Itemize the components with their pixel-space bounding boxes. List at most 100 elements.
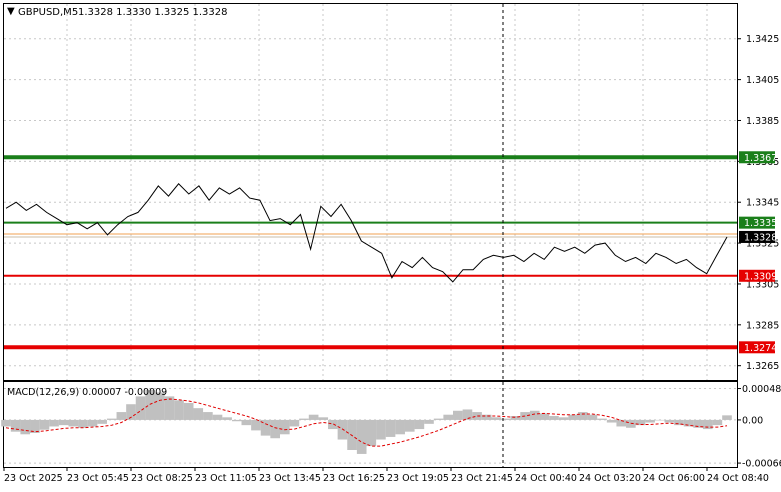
level-label-box [739,341,775,354]
macd-histogram-bar [308,414,319,420]
macd-histogram-bar [683,419,694,427]
macd-histogram-bar [577,412,588,420]
macd-histogram-bar [154,392,165,420]
macd-histogram-bar [501,418,511,420]
time-tick-label: 23 Oct 11:05 [195,473,257,484]
macd-histogram-bar [597,418,607,420]
macd-histogram-bar [702,419,713,430]
price-tick-label: 1.3425 [746,34,779,45]
macd-histogram-bar [462,409,473,420]
level-label-box [739,216,775,229]
price-tick-label: 1.3305 [746,279,779,290]
macd-histogram-bar [1,419,11,427]
macd-histogram-bar [664,419,675,423]
macd-histogram-bar [453,410,463,420]
macd-histogram-bar [328,419,338,430]
macd-histogram-bar [626,419,636,428]
macd-histogram-bar [106,418,117,420]
macd-histogram-bar [635,419,646,426]
macd-histogram-bar [164,396,175,420]
macd-tick-label: 0.00 [742,415,763,426]
macd-histogram-bar [376,419,386,440]
time-tick-label: 23 Oct 16:25 [323,473,385,484]
macd-histogram-bar [289,419,300,427]
macd-histogram-bar [270,419,280,439]
macd-histogram-bar [260,419,271,436]
macd-histogram-bar [443,414,454,420]
macd-histogram-bar [299,418,309,420]
macd-histogram-bar [558,417,569,420]
macd-histogram-bar [674,419,684,426]
macd-tick-label: 0.00048 [742,384,781,395]
level-label-box [739,269,775,282]
macd-histogram-bar [231,419,242,422]
macd-histogram-bar [645,419,655,423]
macd-histogram-bar [654,419,665,421]
price-axis[interactable]: 1.34251.34051.33851.33651.33451.33251.33… [737,34,779,372]
macd-histogram-bar [20,419,31,435]
price-tick-label: 1.3265 [746,361,779,372]
macd-title: MACD(12,26,9) 0.00007 -0.00009 [7,387,167,398]
macd-histogram-bar [30,419,40,433]
macd-histogram-bar [433,418,444,420]
macd-histogram-bar [549,416,559,420]
price-line [5,183,728,283]
time-tick-label: 23 Oct 05:45 [67,473,129,484]
level-label: 1.3309 [744,271,777,282]
macd-histogram-bar [279,419,290,435]
dropdown-arrow-icon[interactable]: ▼ [7,6,15,17]
level-label: 1.3367 [744,153,777,164]
macd-histogram-bar [693,419,703,428]
macd-histogram-bar [606,419,617,423]
macd-histogram-bar [126,404,136,420]
macd-histogram-bar [68,419,79,427]
macd-histogram-bar [203,412,213,420]
macd-histogram-bar [135,396,146,420]
macd-histogram-bar [193,408,204,420]
macd-histogram-bar [404,419,415,432]
macd-histogram-bar [116,412,127,420]
time-tick-label: 23 Oct 08:25 [131,473,193,484]
macd-histogram-bar [87,419,98,427]
macd-histogram-bar [222,417,232,420]
level-label: 1.3335 [744,218,777,229]
symbol-timeframe: GBPUSD,M5 [18,7,78,18]
macd-histogram-bar [183,402,194,420]
macd-histogram-bar [510,416,521,420]
price-tick-label: 1.3405 [746,75,779,86]
macd-histogram-bar [49,419,59,427]
main-chart-frame [3,3,738,381]
macd-histogram-bar [39,419,50,430]
macd-histogram-bar [385,419,396,437]
macd-signal-line [5,398,728,447]
current-price-box [739,230,775,243]
time-tick-label: 23 Oct 19:05 [387,473,449,484]
macd-histogram [1,389,732,454]
level-label: 1.3274 [744,343,777,354]
macd-histogram-bar [78,419,88,428]
ohlc-values: 1.3328 1.3330 1.3325 1.3328 [78,7,228,18]
macd-histogram-bar [616,419,627,427]
time-axis[interactable]: 23 Oct 2025 23 Oct 05:45 23 Oct 08:25 23 Oc… [3,467,769,484]
macd-histogram-bar [568,414,579,420]
macd-axis: 0.00048 0.00 -0.00066 [737,384,781,470]
current-price-label: 1.3328 [744,232,777,243]
macd-histogram-bar [145,389,156,420]
macd-histogram-bar [395,419,405,435]
time-tick-label: 24 Oct 06:00 [643,473,705,484]
price-tick-label: 1.3285 [746,320,779,331]
macd-histogram-bar [529,410,540,420]
support-resistance-levels[interactable] [4,155,737,350]
macd-histogram-bar [97,419,107,424]
macd-histogram-bar [347,419,357,450]
time-tick-label: 23 Oct 13:45 [259,473,321,484]
macd-tick-label: -0.00066 [742,459,781,470]
price-tick-label: 1.3345 [746,198,779,209]
macd-histogram-bar [481,414,492,420]
level-labels: 1.3367 1.3335 1.3309 1.3274 1.3328 [739,151,777,354]
macd-histogram-bar [712,419,723,426]
macd-histogram-bar [212,414,223,420]
macd-histogram-bar [414,419,425,430]
